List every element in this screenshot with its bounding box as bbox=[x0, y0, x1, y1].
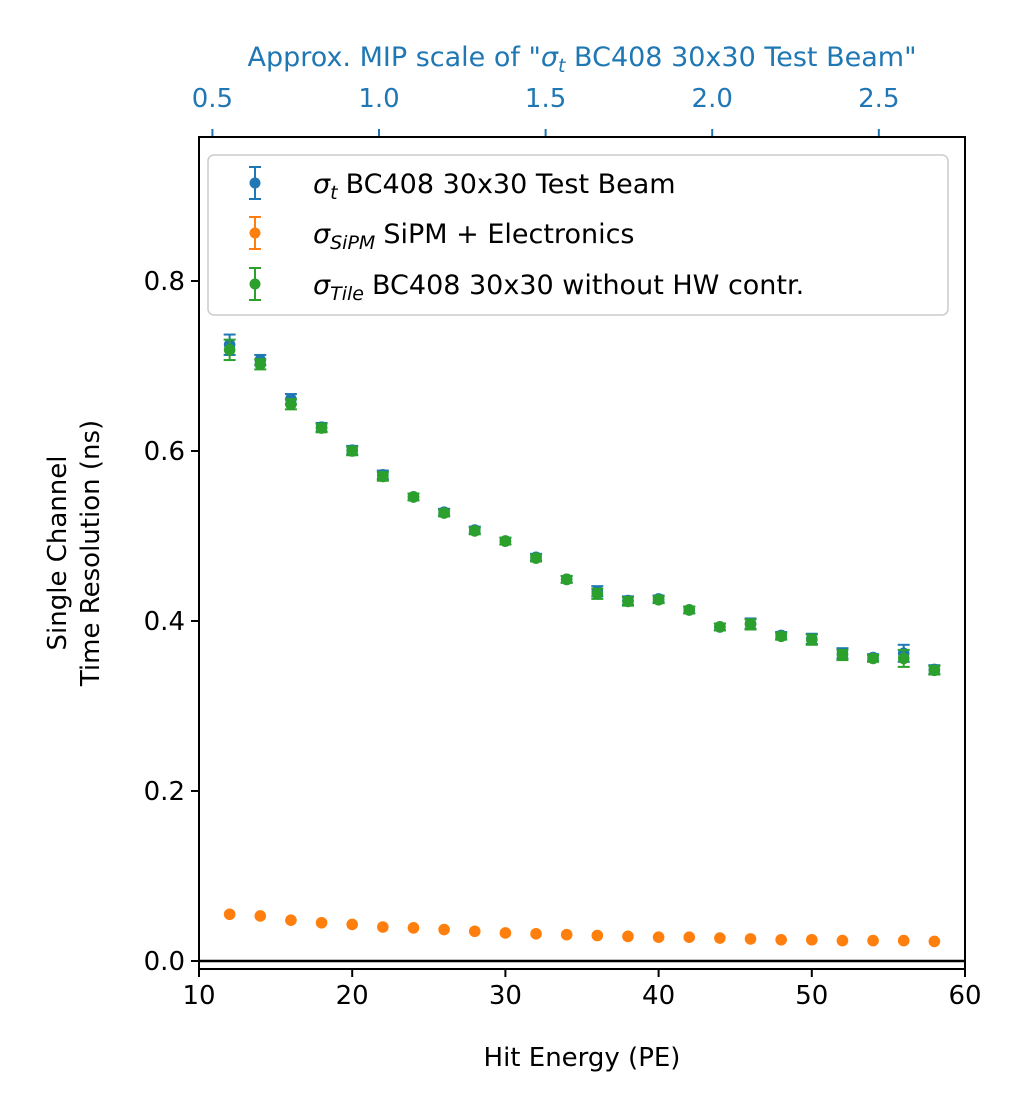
data-point-sipm bbox=[622, 930, 634, 943]
top-axis-label-suffix: BC408 30x30 Test Beam" bbox=[565, 42, 916, 73]
legend-symbol: σ bbox=[313, 219, 331, 250]
data-point-sipm bbox=[438, 923, 450, 936]
top-axis-tick-label: 1.0 bbox=[358, 84, 399, 114]
data-point-tile bbox=[928, 664, 941, 677]
data-point-tile bbox=[223, 344, 236, 356]
y-axis-label-line1: Single Channel bbox=[43, 456, 73, 651]
legend-symbol: σ bbox=[313, 270, 331, 301]
x-axis-label: Hit Energy (PE) bbox=[484, 1043, 681, 1073]
legend-label-sipm: σSiPM SiPM + Electronics bbox=[313, 219, 635, 254]
data-point-sipm bbox=[530, 928, 542, 940]
data-point-tile bbox=[560, 573, 573, 586]
x-tick-label: 60 bbox=[948, 981, 981, 1011]
legend-subscript: Tile bbox=[330, 283, 364, 305]
legend-label-test-beam: σt BC408 30x30 Test Beam bbox=[313, 169, 676, 204]
data-point-sipm bbox=[775, 933, 787, 946]
legend: σt BC408 30x30 Test Beam σSiPM SiPM + Elec… bbox=[207, 154, 949, 316]
data-point-sipm bbox=[744, 933, 757, 945]
data-point-sipm bbox=[714, 932, 726, 944]
data-point-tile bbox=[867, 652, 879, 665]
data-point-sipm bbox=[285, 914, 297, 926]
y-tick-label: 0.4 bbox=[144, 607, 185, 637]
top-axis-label: Approx. MIP scale of "σt BC408 30x30 Tes… bbox=[248, 42, 917, 77]
data-point-sipm bbox=[254, 910, 267, 922]
data-point-sipm bbox=[591, 929, 604, 942]
x-tick-label: 50 bbox=[795, 981, 828, 1011]
y-tick-label: 0.2 bbox=[144, 777, 185, 807]
data-point-sipm bbox=[377, 921, 389, 933]
data-point-tile bbox=[591, 588, 604, 600]
data-point-tile bbox=[530, 552, 542, 564]
data-point-sipm bbox=[346, 918, 359, 931]
legend-subscript: SiPM bbox=[330, 232, 375, 254]
data-point-sipm bbox=[315, 916, 328, 929]
legend-subscript: t bbox=[330, 182, 339, 204]
plot-frame bbox=[198, 136, 966, 970]
data-point-tile bbox=[806, 633, 818, 646]
ticks-layer: 10 20 30 40 50 60 0.0 0.2 0.4 0.6 0.8 0.5 1.0 1.5 2.0 2… bbox=[144, 84, 982, 1011]
y-tick-label: 0.6 bbox=[144, 437, 185, 467]
data-point-sipm bbox=[683, 931, 696, 943]
legend-box bbox=[207, 154, 949, 316]
data-point-tile bbox=[315, 422, 328, 434]
data-point-tile bbox=[683, 604, 696, 616]
data-point-tile bbox=[499, 535, 512, 547]
legend-name: SiPM + Electronics bbox=[383, 219, 634, 250]
data-point-sipm bbox=[652, 931, 665, 943]
data-point-tile bbox=[285, 398, 297, 411]
data-point-sipm bbox=[836, 934, 849, 947]
data-point-tile bbox=[254, 358, 267, 371]
legend-name: BC408 30x30 without HW contr. bbox=[372, 270, 804, 301]
legend-symbol: σ bbox=[313, 169, 331, 200]
data-point-sipm bbox=[468, 925, 481, 938]
y-tick-label: 0.0 bbox=[144, 947, 185, 977]
data-point-tile bbox=[652, 593, 665, 606]
legend-marker-sipm-dot bbox=[249, 227, 261, 239]
top-axis-label-prefix: Approx. MIP scale of " bbox=[248, 42, 541, 73]
data-point-sipm bbox=[499, 927, 512, 939]
legend-name: BC408 30x30 Test Beam bbox=[346, 169, 676, 200]
data-point-tile bbox=[836, 649, 849, 661]
data-point-tile bbox=[714, 621, 726, 633]
top-axis-tick-label: 0.5 bbox=[192, 84, 233, 114]
data-point-sipm bbox=[407, 922, 420, 934]
x-tick-label: 20 bbox=[336, 981, 369, 1011]
legend-item-test-beam: σt BC408 30x30 Test Beam bbox=[249, 166, 676, 204]
data-point-sipm bbox=[928, 935, 941, 948]
top-axis-tick-label: 2.0 bbox=[692, 84, 733, 114]
top-axis-tick-label: 2.5 bbox=[858, 84, 899, 114]
data-point-sipm bbox=[806, 933, 818, 946]
legend-label-tile: σTile BC408 30x30 without HW contr. bbox=[313, 270, 804, 305]
data-point-tile bbox=[897, 652, 910, 665]
data-point-tile bbox=[438, 507, 450, 519]
data-point-sipm bbox=[897, 934, 910, 947]
x-tick-label: 30 bbox=[489, 981, 522, 1011]
data-point-sipm bbox=[560, 928, 573, 941]
data-point-tile bbox=[346, 445, 359, 457]
legend-item-sipm: σSiPM SiPM + Electronics bbox=[249, 216, 635, 254]
y-tick-label: 0.8 bbox=[144, 267, 185, 297]
top-axis-tick-label: 1.5 bbox=[525, 84, 566, 114]
legend-marker-tile-dot bbox=[249, 278, 261, 290]
data-point-tile bbox=[407, 491, 420, 503]
data-point-tile bbox=[468, 525, 481, 537]
top-axis-label-subscript: t bbox=[558, 55, 567, 77]
x-tick-label: 40 bbox=[642, 981, 675, 1011]
top-axis-label-symbol: σ bbox=[541, 42, 559, 73]
legend-marker-test-beam-dot bbox=[249, 177, 261, 189]
data-point-tile bbox=[622, 595, 634, 608]
x-tick-label: 10 bbox=[182, 981, 215, 1011]
data-point-tile bbox=[775, 630, 787, 643]
data-point-tile bbox=[744, 618, 757, 631]
legend-item-tile: σTile BC408 30x30 without HW contr. bbox=[249, 267, 804, 305]
data-points-layer bbox=[223, 333, 941, 948]
data-point-sipm bbox=[867, 934, 879, 947]
y-axis-label-line2: Time Resolution (ns) bbox=[76, 420, 106, 687]
data-point-sipm bbox=[223, 908, 236, 921]
data-point-tile bbox=[377, 470, 389, 483]
